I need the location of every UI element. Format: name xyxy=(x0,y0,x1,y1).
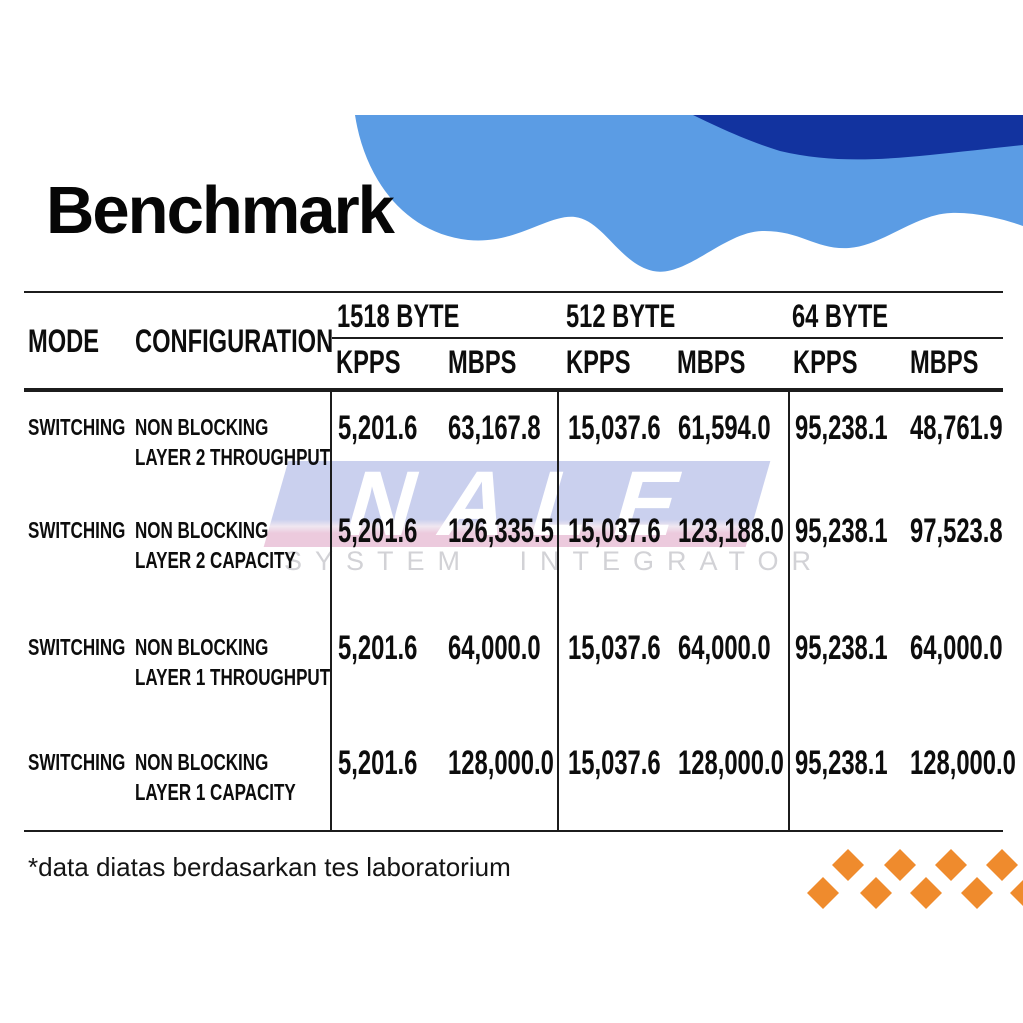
subheader-kpps-512: KPPS xyxy=(566,344,631,380)
table-row: SWITCHING NON BLOCKING LAYER 2 THROUGHPU… xyxy=(24,409,1023,472)
table-row: SWITCHING NON BLOCKING LAYER 1 CAPACITY … xyxy=(24,744,1023,807)
subheader-mbps-1518: MBPS xyxy=(448,344,517,380)
table-divider-1 xyxy=(330,392,332,830)
table-divider-3 xyxy=(788,392,790,830)
table-row: SWITCHING NON BLOCKING LAYER 1 THROUGHPU… xyxy=(24,629,1023,692)
cell-mbps-512: 128,000.0 xyxy=(678,744,784,782)
cell-kpps-512: 15,037.6 xyxy=(568,409,661,447)
subheader-mbps-512: MBPS xyxy=(677,344,746,380)
cell-mbps-1518: 63,167.8 xyxy=(448,409,541,447)
wave-dark-blue xyxy=(693,115,1023,160)
cell-kpps-1518: 5,201.6 xyxy=(338,409,418,447)
footnote: *data diatas berdasarkan tes laboratoriu… xyxy=(28,852,511,882)
cell-configuration: NON BLOCKING LAYER 1 CAPACITY xyxy=(135,749,296,805)
cell-mbps-1518: 64,000.0 xyxy=(448,629,541,667)
diamond-icon xyxy=(986,849,1018,881)
cell-configuration: NON BLOCKING LAYER 1 THROUGHPUT xyxy=(135,634,331,690)
group-header-64-byte: 64 BYTE xyxy=(792,298,889,334)
col-header-mode: MODE xyxy=(28,323,100,359)
table-row: SWITCHING NON BLOCKING LAYER 2 CAPACITY … xyxy=(24,512,1023,575)
cell-configuration: NON BLOCKING LAYER 2 CAPACITY xyxy=(135,517,296,573)
subheader-kpps-64: KPPS xyxy=(793,344,858,380)
cell-mbps-1518: 128,000.0 xyxy=(448,744,554,782)
cell-mode: SWITCHING xyxy=(28,414,126,440)
cell-kpps-64: 95,238.1 xyxy=(795,744,888,782)
diamond-icon xyxy=(860,877,892,909)
table-rule-top xyxy=(24,291,1003,293)
diamond-icon xyxy=(884,849,916,881)
diamond-icon xyxy=(910,877,942,909)
table-rule-header-bottom xyxy=(24,388,1003,392)
cell-kpps-512: 15,037.6 xyxy=(568,629,661,667)
subheader-kpps-1518: KPPS xyxy=(336,344,401,380)
cell-kpps-1518: 5,201.6 xyxy=(338,512,418,550)
cell-kpps-64: 95,238.1 xyxy=(795,512,888,550)
watermark-subtitle: SYSTEM INTEGRATOR xyxy=(284,546,825,576)
cell-mbps-64: 48,761.9 xyxy=(910,409,1003,447)
cell-mode: SWITCHING xyxy=(28,749,126,775)
subheader-mbps-64: MBPS xyxy=(910,344,979,380)
cell-mbps-512: 64,000.0 xyxy=(678,629,771,667)
cell-kpps-1518: 5,201.6 xyxy=(338,744,418,782)
cell-mbps-512: 123,188.0 xyxy=(678,512,784,550)
cell-mode: SWITCHING xyxy=(28,634,126,660)
cell-mbps-64: 128,000.0 xyxy=(910,744,1016,782)
cell-mbps-64: 97,523.8 xyxy=(910,512,1003,550)
diamond-icon xyxy=(961,877,993,909)
cell-mbps-64: 64,000.0 xyxy=(910,629,1003,667)
table-divider-2 xyxy=(557,392,559,830)
diamond-pattern xyxy=(807,849,1023,909)
cell-kpps-64: 95,238.1 xyxy=(795,629,888,667)
diamond-icon xyxy=(1010,880,1023,906)
page-title: Benchmark xyxy=(46,173,395,248)
cell-kpps-512: 15,037.6 xyxy=(568,512,661,550)
cell-kpps-512: 15,037.6 xyxy=(568,744,661,782)
table-rule-subheader xyxy=(332,337,1003,339)
col-header-configuration: CONFIGURATION xyxy=(135,323,334,359)
wave-decoration xyxy=(355,115,1023,272)
diamond-icon xyxy=(832,849,864,881)
cell-configuration: NON BLOCKING LAYER 2 THROUGHPUT xyxy=(135,414,331,470)
cell-kpps-1518: 5,201.6 xyxy=(338,629,418,667)
table-rule-bottom xyxy=(24,830,1003,832)
diamond-icon xyxy=(935,849,967,881)
cell-mbps-1518: 126,335.5 xyxy=(448,512,554,550)
diamond-icon xyxy=(807,877,839,909)
cell-mode: SWITCHING xyxy=(28,517,126,543)
cell-mbps-512: 61,594.0 xyxy=(678,409,771,447)
cell-kpps-64: 95,238.1 xyxy=(795,409,888,447)
group-header-512-byte: 512 BYTE xyxy=(566,298,676,334)
group-header-1518-byte: 1518 BYTE xyxy=(337,298,460,334)
